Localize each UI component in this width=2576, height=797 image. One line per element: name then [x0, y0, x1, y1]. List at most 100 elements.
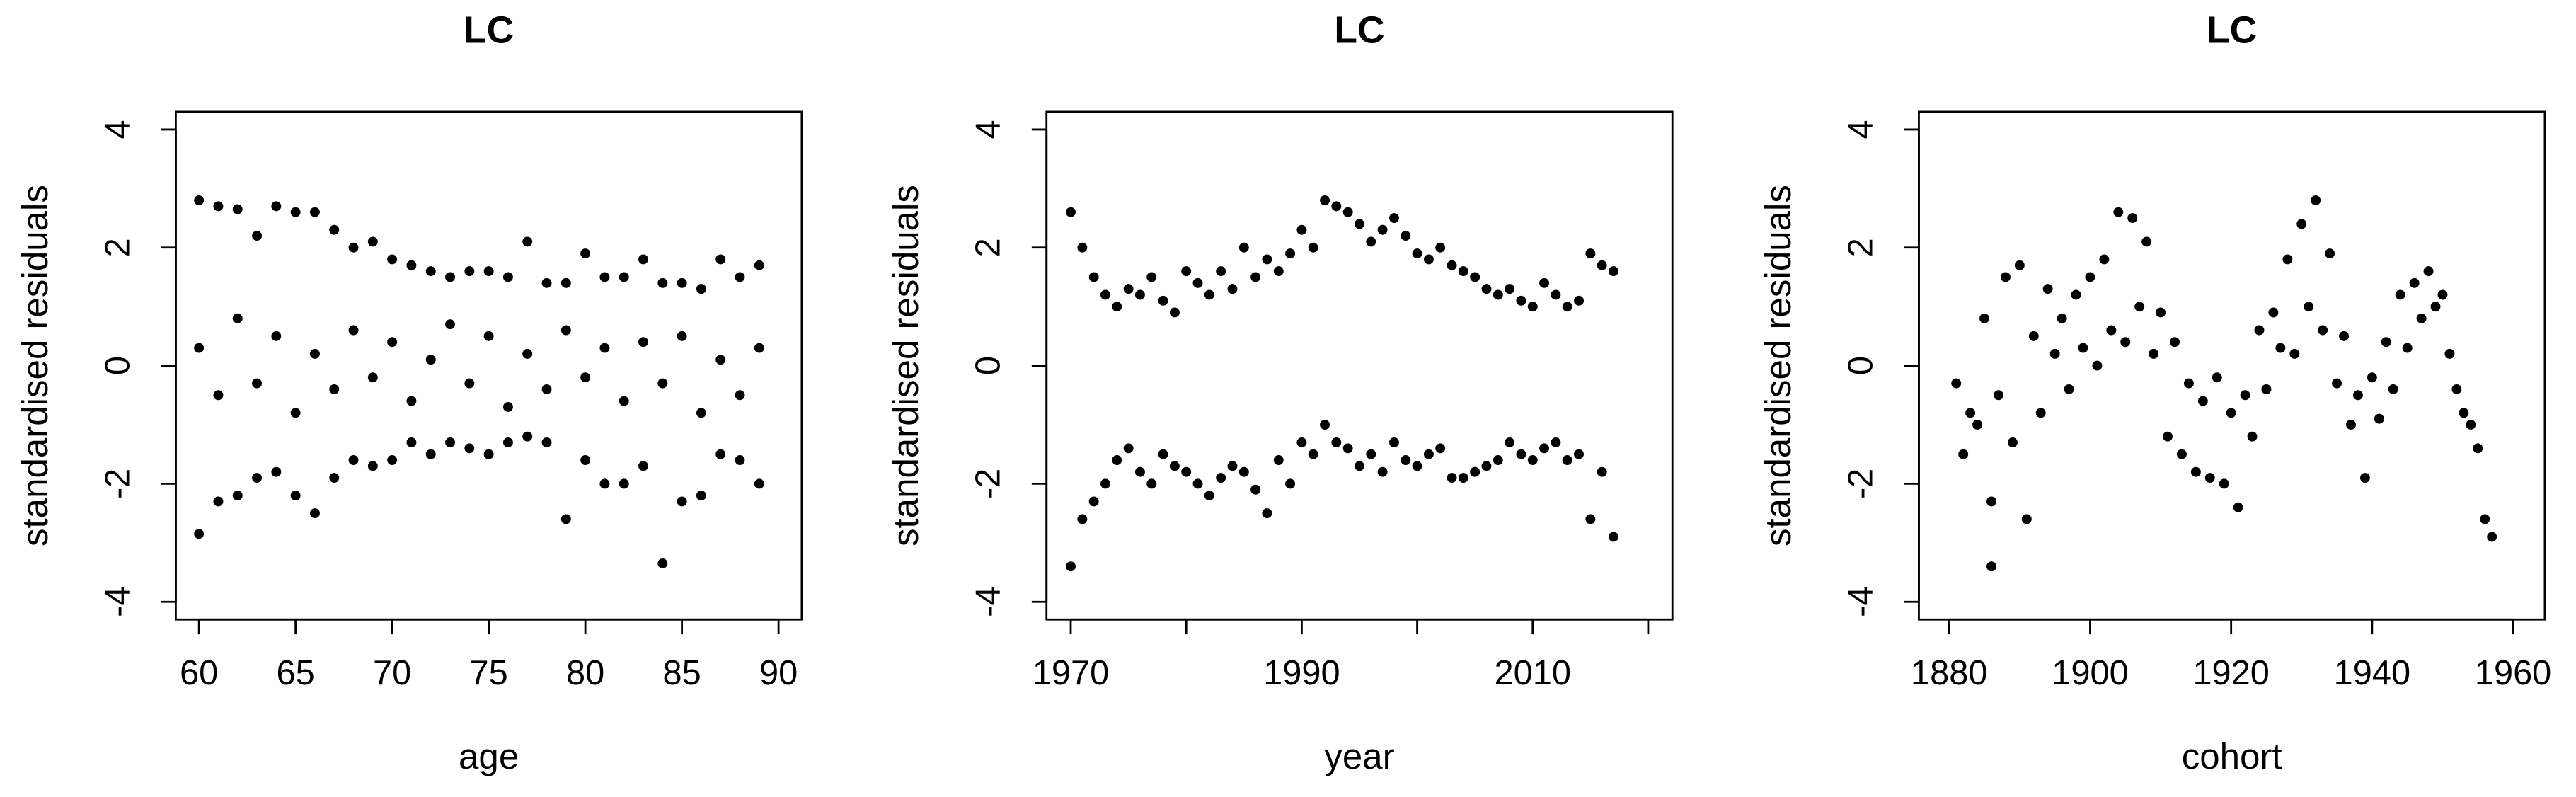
point: [271, 331, 282, 341]
point: [1527, 302, 1538, 312]
point: [1470, 466, 1480, 477]
point: [348, 325, 359, 336]
y-tick-label: -4: [1841, 587, 1880, 617]
point: [619, 272, 629, 282]
x-axis-label: year: [1324, 736, 1394, 776]
point: [348, 242, 359, 253]
point: [1366, 236, 1376, 247]
point: [2014, 260, 2025, 270]
x-tick-label: 60: [180, 654, 218, 692]
point: [2127, 213, 2138, 224]
point: [1273, 455, 1284, 465]
point: [1134, 289, 1145, 300]
point: [2346, 420, 2356, 430]
point: [1412, 248, 1422, 259]
point: [1308, 242, 1318, 253]
point: [2487, 532, 2497, 542]
point: [2480, 514, 2490, 524]
point: [232, 313, 243, 323]
point: [1331, 437, 1342, 447]
point: [2402, 343, 2413, 353]
point: [1597, 260, 1607, 270]
point: [1481, 461, 1492, 471]
point: [2359, 473, 2370, 483]
point: [1158, 295, 1168, 306]
point: [1423, 254, 1434, 265]
point: [1609, 266, 1618, 277]
point: [2064, 384, 2074, 394]
point: [2374, 413, 2384, 424]
point: [2149, 348, 2159, 359]
point: [1597, 466, 1607, 477]
point: [1250, 484, 1261, 495]
point: [348, 455, 359, 465]
point: [425, 355, 436, 365]
point: [2325, 248, 2335, 259]
point: [425, 266, 436, 277]
point: [2197, 396, 2208, 406]
point: [1435, 443, 1446, 454]
point: [252, 378, 263, 389]
point: [387, 254, 398, 265]
point: [2459, 408, 2469, 418]
point: [1342, 443, 1353, 454]
point: [1401, 231, 1411, 241]
point: [1216, 266, 1226, 277]
x-tick-label: 1920: [2192, 654, 2269, 692]
point: [1986, 561, 1996, 572]
point: [329, 224, 340, 235]
point: [1401, 455, 1411, 465]
point: [2282, 254, 2293, 265]
point: [677, 496, 687, 507]
point: [599, 343, 610, 353]
point: [445, 272, 455, 282]
point: [464, 378, 475, 389]
y-tick-label: -2: [970, 469, 1008, 499]
point: [1377, 466, 1388, 477]
point: [1470, 272, 1480, 282]
point: [2473, 443, 2483, 454]
point: [657, 277, 668, 288]
point: [1951, 378, 1962, 389]
point: [1250, 272, 1261, 282]
point: [1285, 478, 1296, 489]
x-tick-label: 1960: [2475, 654, 2551, 692]
point: [2204, 473, 2215, 483]
point: [541, 277, 552, 288]
point: [1112, 302, 1122, 312]
point: [638, 337, 648, 348]
plot-box: [1045, 110, 1674, 621]
point: [406, 396, 417, 406]
x-tick-label: 1900: [2052, 654, 2128, 692]
point: [1447, 473, 1457, 483]
point: [387, 337, 398, 348]
point: [657, 378, 668, 389]
point: [1609, 532, 1618, 542]
point: [541, 437, 552, 447]
point: [290, 408, 301, 418]
x-tick-label: 1970: [1033, 654, 1109, 692]
point: [1077, 514, 1088, 524]
point: [1296, 437, 1307, 447]
point: [677, 331, 687, 341]
point: [1158, 449, 1168, 459]
point: [754, 343, 764, 353]
point: [599, 272, 610, 282]
point: [2268, 307, 2279, 318]
point: [445, 319, 455, 330]
point: [2226, 408, 2236, 418]
point: [522, 431, 533, 442]
point: [2120, 337, 2131, 348]
y-tick-label: 4: [98, 120, 137, 139]
y-tick-label: 0: [1841, 356, 1880, 375]
x-axis-label: age: [459, 736, 519, 776]
point: [2240, 390, 2250, 401]
point: [1100, 289, 1110, 300]
point: [2423, 266, 2434, 277]
point: [1227, 461, 1238, 471]
point: [1388, 213, 1399, 224]
point: [502, 401, 513, 412]
y-tick-label: -2: [1841, 469, 1880, 499]
point: [1204, 491, 1214, 501]
